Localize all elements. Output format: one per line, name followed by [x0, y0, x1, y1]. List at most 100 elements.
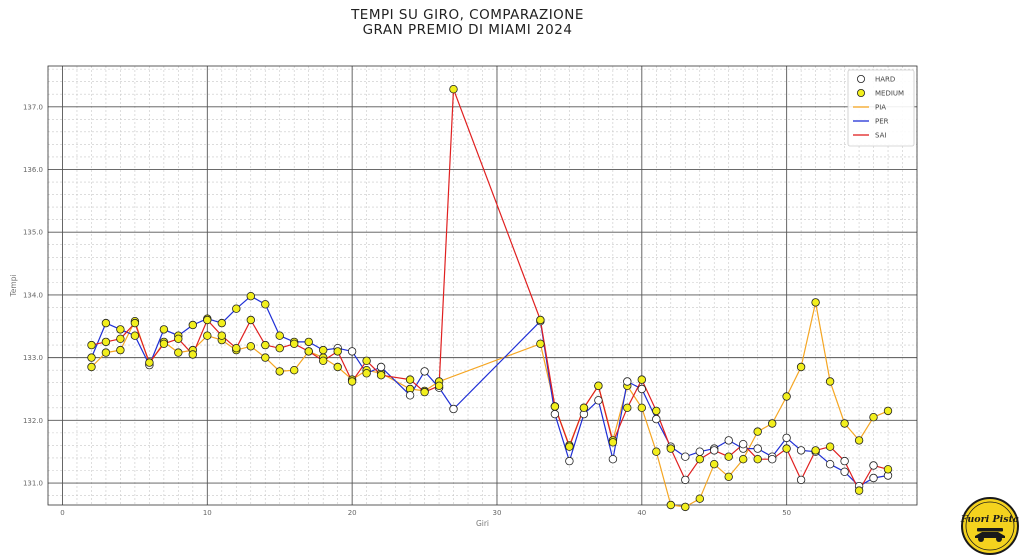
- data-point-pia-medium: [840, 419, 849, 428]
- data-point-per-medium: [188, 320, 197, 330]
- data-point-sai-hard: [681, 475, 690, 485]
- data-point-sai-medium: [333, 347, 342, 356]
- fuori-pista-logo: Fuori Pista: [960, 497, 1019, 555]
- data-point-sai-medium: [782, 444, 791, 453]
- data-point-pia-medium: [681, 502, 690, 512]
- data-point-pia-medium: [203, 331, 212, 340]
- data-point-sai-medium: [854, 486, 864, 495]
- data-point-per-hard: [637, 384, 646, 394]
- data-point-pia-medium: [768, 419, 777, 428]
- data-point-per-medium: [232, 304, 241, 313]
- data-point-pia-medium: [883, 406, 893, 416]
- data-point-sai-medium: [666, 444, 675, 453]
- data-point-sai-medium: [217, 331, 226, 340]
- logo-text: Fuori Pista: [960, 514, 1019, 525]
- data-point-sai-medium: [883, 465, 893, 474]
- y-tick-label: 133.0: [23, 354, 43, 362]
- series-line-pia: [91, 301, 889, 508]
- series-markers: [87, 84, 893, 512]
- data-point-pia-medium: [290, 366, 299, 375]
- data-point-per-medium: [362, 369, 371, 378]
- data-point-sai-medium: [188, 350, 197, 359]
- data-point-pia-medium: [724, 472, 733, 481]
- chart-subtitle: GRAN PREMIO DI MIAMI 2024: [362, 22, 573, 38]
- data-point-sai-medium: [565, 442, 574, 451]
- data-point-sai-medium: [174, 334, 183, 343]
- data-point-pia-medium: [333, 362, 342, 372]
- data-point-per-hard: [623, 377, 632, 386]
- chart-title-block: TEMPI SU GIRO, COMPARAZIONE GRAN PREMIO …: [0, 8, 935, 38]
- x-tick-label: 20: [348, 509, 357, 517]
- data-point-sai-medium: [753, 455, 762, 464]
- data-point-sai-medium: [652, 406, 661, 416]
- data-point-pia-medium: [710, 460, 719, 469]
- data-point-sai-medium: [536, 315, 545, 325]
- data-point-sai-medium: [420, 387, 429, 397]
- data-point-pia-medium: [116, 345, 125, 355]
- data-point-pia-medium: [739, 455, 748, 464]
- data-point-sai-medium: [87, 340, 96, 350]
- legend-label-pia: PIA: [875, 104, 886, 112]
- data-point-per-hard: [420, 367, 429, 376]
- legend-marker-hard: [857, 75, 866, 84]
- data-point-per-hard: [782, 433, 791, 443]
- data-point-sai-medium: [159, 339, 169, 348]
- data-point-per-hard: [565, 456, 574, 466]
- data-point-pia-medium: [825, 377, 835, 386]
- data-point-sai-medium: [203, 315, 212, 325]
- data-point-sai-medium: [405, 375, 415, 384]
- data-point-per-hard: [724, 436, 733, 445]
- x-tick-label: 0: [60, 509, 64, 517]
- data-point-per-hard: [796, 446, 806, 455]
- x-axis-ticks: 0 10 20 30 40 50: [60, 509, 791, 517]
- data-point-sai-medium: [637, 375, 646, 384]
- data-point-sai-medium: [724, 452, 733, 461]
- data-point-sai-medium: [261, 340, 270, 350]
- data-point-pia-medium: [811, 298, 820, 307]
- data-point-per-medium: [87, 353, 96, 362]
- data-point-per-medium: [275, 331, 284, 340]
- data-point-sai-medium: [811, 446, 820, 455]
- data-point-per-hard: [652, 414, 661, 424]
- y-axis-ticks: 131.0 132.0 133.0 134.0 135.0 136.0 137.0: [23, 103, 43, 487]
- data-point-per-hard: [869, 473, 878, 483]
- data-point-sai-hard: [710, 446, 719, 455]
- legend-label-per: PER: [875, 118, 889, 126]
- data-point-sai-medium: [145, 358, 154, 367]
- data-point-pia-medium: [246, 342, 255, 351]
- plot-frame: [47, 65, 918, 506]
- y-tick-label: 131.0: [23, 480, 43, 488]
- legend-label-sai: SAI: [875, 132, 886, 140]
- data-point-sai-medium: [594, 381, 603, 390]
- data-point-pia-medium: [536, 339, 545, 348]
- data-point-per-medium: [217, 318, 226, 328]
- data-point-per-hard: [840, 467, 849, 476]
- data-point-sai-hard: [796, 475, 806, 485]
- data-point-pia-medium: [174, 348, 183, 357]
- x-tick-label: 40: [637, 509, 646, 517]
- legend-label-medium: MEDIUM: [875, 90, 904, 98]
- data-point-pia-medium: [652, 447, 661, 456]
- data-point-sai-medium: [232, 344, 241, 353]
- data-point-pia-medium: [101, 348, 111, 357]
- y-tick-label: 136.0: [23, 166, 43, 174]
- data-point-sai-medium: [449, 84, 458, 94]
- data-point-per-hard: [405, 391, 415, 400]
- x-axis-label: Giri: [476, 519, 489, 528]
- data-point-pia-medium: [695, 494, 704, 503]
- data-point-sai-medium: [275, 344, 284, 353]
- series-line-sai: [91, 88, 889, 492]
- data-point-per-medium: [130, 331, 140, 340]
- data-point-sai-hard: [768, 455, 777, 464]
- data-point-sai-hard: [739, 440, 748, 449]
- data-point-per-hard: [608, 455, 618, 464]
- data-point-per-medium: [101, 318, 111, 328]
- data-point-sai-medium: [579, 403, 589, 412]
- data-point-per-medium: [116, 325, 125, 334]
- data-point-per-medium: [261, 300, 270, 309]
- legend: HARD MEDIUM PIA PER SAI: [847, 69, 915, 147]
- legend-label-hard: HARD: [875, 76, 895, 84]
- data-point-pia-medium: [869, 413, 878, 422]
- x-tick-label: 30: [493, 509, 502, 517]
